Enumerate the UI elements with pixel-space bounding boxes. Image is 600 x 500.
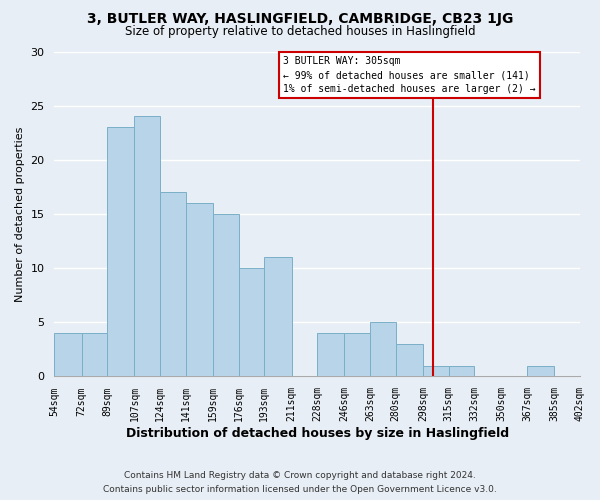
Text: 3 BUTLER WAY: 305sqm
← 99% of detached houses are smaller (141)
1% of semi-detac: 3 BUTLER WAY: 305sqm ← 99% of detached h… xyxy=(283,56,536,94)
Text: Contains HM Land Registry data © Crown copyright and database right 2024.
Contai: Contains HM Land Registry data © Crown c… xyxy=(103,472,497,494)
Bar xyxy=(239,268,265,376)
Bar xyxy=(423,366,449,376)
X-axis label: Distribution of detached houses by size in Haslingfield: Distribution of detached houses by size … xyxy=(125,427,509,440)
Bar xyxy=(82,333,107,376)
Bar xyxy=(317,333,344,376)
Bar xyxy=(449,366,474,376)
Bar xyxy=(213,214,239,376)
Bar xyxy=(344,333,370,376)
Bar xyxy=(370,322,396,376)
Bar xyxy=(160,192,186,376)
Bar xyxy=(134,116,160,376)
Bar xyxy=(265,258,292,376)
Bar xyxy=(186,203,213,376)
Text: 3, BUTLER WAY, HASLINGFIELD, CAMBRIDGE, CB23 1JG: 3, BUTLER WAY, HASLINGFIELD, CAMBRIDGE, … xyxy=(87,12,513,26)
Y-axis label: Number of detached properties: Number of detached properties xyxy=(15,126,25,302)
Text: Size of property relative to detached houses in Haslingfield: Size of property relative to detached ho… xyxy=(125,25,475,38)
Bar xyxy=(107,128,134,376)
Bar xyxy=(55,333,82,376)
Bar xyxy=(527,366,554,376)
Bar xyxy=(396,344,423,376)
Bar xyxy=(580,366,600,376)
